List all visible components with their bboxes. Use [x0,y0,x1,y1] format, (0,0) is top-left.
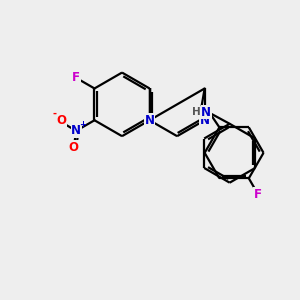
Text: F: F [72,71,80,84]
Text: +: + [79,120,86,129]
Text: N: N [200,114,210,127]
Text: N: N [201,106,211,118]
Text: O: O [68,141,78,154]
Text: O: O [56,114,66,127]
Text: F: F [254,188,262,201]
Text: N: N [71,124,81,137]
Text: N: N [145,114,154,127]
Text: -: - [53,109,57,119]
Text: H: H [192,107,201,117]
